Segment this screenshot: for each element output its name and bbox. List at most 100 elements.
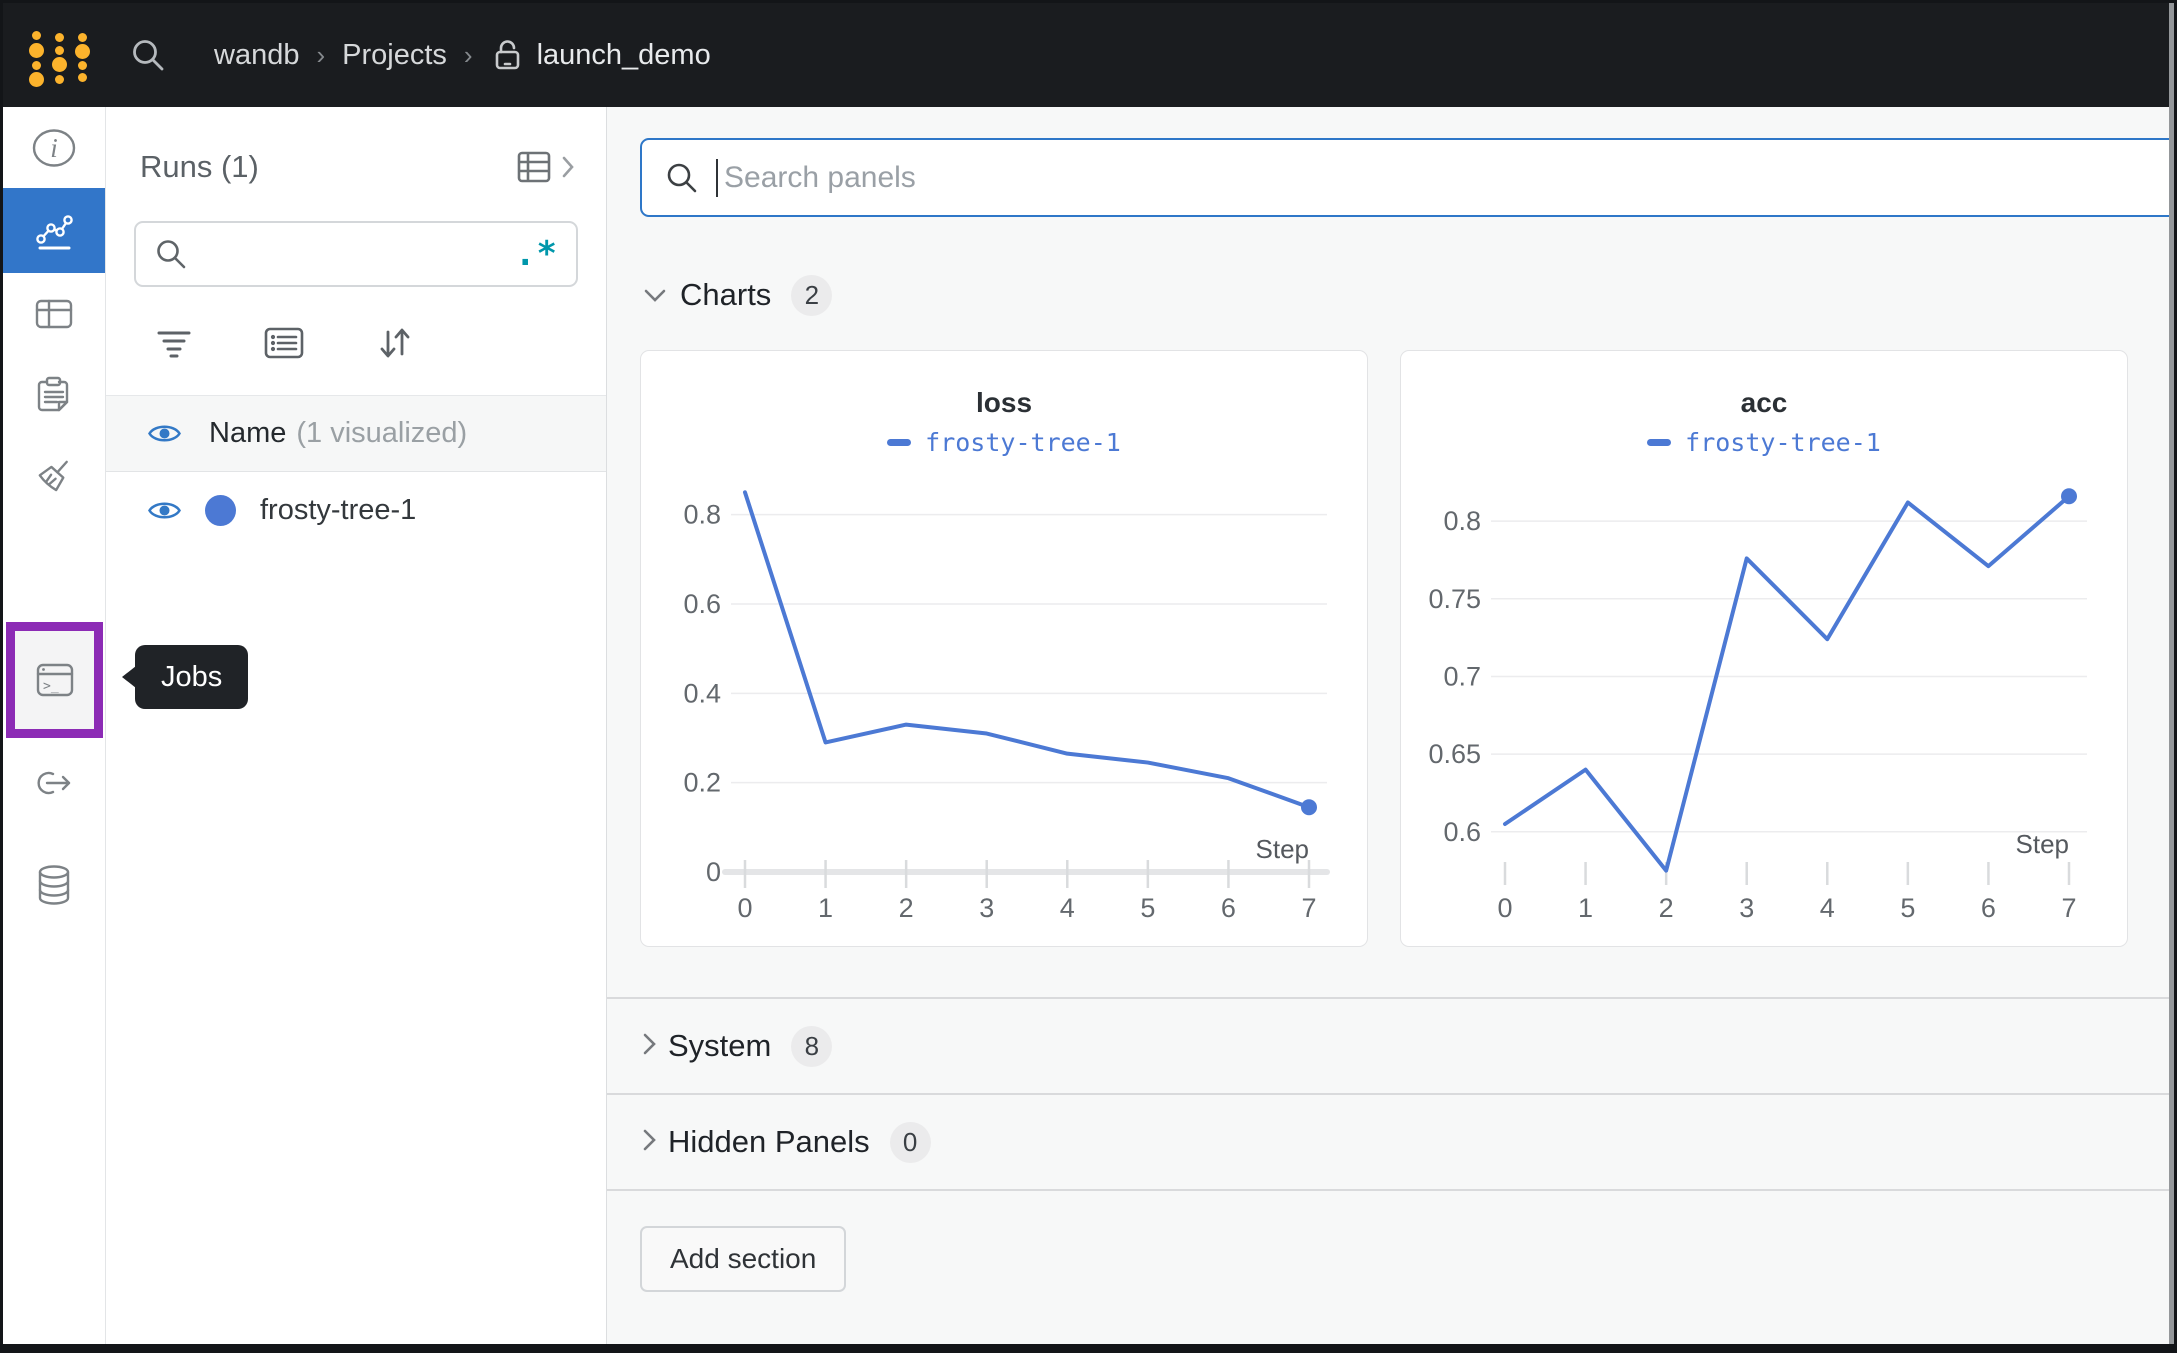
- charts-section-header[interactable]: Charts 2: [640, 273, 2174, 317]
- svg-text:0.2: 0.2: [683, 768, 721, 798]
- breadcrumb-separator: ›: [316, 39, 326, 70]
- database-icon: [38, 865, 70, 905]
- legend-run-name: frosty-tree-1: [1685, 427, 1881, 457]
- svg-text:5: 5: [1900, 893, 1915, 923]
- breadcrumb-separator: ›: [463, 39, 473, 70]
- runs-search-input[interactable]: [200, 238, 516, 270]
- info-icon: i: [32, 128, 76, 167]
- breadcrumb-projects[interactable]: Projects: [342, 38, 447, 71]
- divider: [106, 395, 606, 396]
- vertical-scrollbar[interactable]: [2169, 3, 2174, 1344]
- svg-text:7: 7: [2061, 893, 2076, 923]
- regex-toggle[interactable]: .*: [515, 234, 558, 274]
- table-icon: [35, 299, 73, 328]
- run-color-dot: [205, 494, 236, 526]
- run-name[interactable]: frosty-tree-1: [260, 493, 417, 526]
- svg-text:0.6: 0.6: [1443, 817, 1481, 847]
- svg-text:4: 4: [1820, 893, 1835, 923]
- panel-search-box[interactable]: [640, 138, 2174, 217]
- sidebar-item-artifacts[interactable]: [3, 843, 105, 927]
- svg-text:3: 3: [979, 893, 994, 923]
- search-icon: [667, 163, 697, 192]
- svg-text:0.75: 0.75: [1428, 584, 1481, 614]
- add-section-button[interactable]: Add section: [640, 1226, 847, 1292]
- broom-icon: [38, 460, 68, 491]
- charts-row: loss frosty-tree-1 0 0.2 0.4 0.6 0.8 0 1 2 3 4 5 6 7…: [640, 350, 2174, 947]
- svg-text:2: 2: [1659, 893, 1674, 923]
- sort-button[interactable]: [366, 321, 422, 365]
- svg-text:1: 1: [1578, 893, 1593, 923]
- legend-dash-icon: [1647, 438, 1672, 446]
- svg-text:6: 6: [1221, 893, 1236, 923]
- svg-text:Step: Step: [1256, 834, 1310, 864]
- sidebar-item-sweeps[interactable]: [3, 435, 105, 516]
- breadcrumb-project[interactable]: launch_demo: [536, 38, 711, 71]
- search-icon: [157, 240, 186, 269]
- breadcrumb: wandb › Projects › launch_demo: [214, 37, 711, 73]
- chart-title: loss: [975, 387, 1033, 418]
- panel-search-input[interactable]: [724, 160, 2165, 195]
- system-section-header[interactable]: System 8: [607, 999, 2174, 1095]
- hidden-panels-section-header[interactable]: Hidden Panels 0: [607, 1095, 2174, 1191]
- sidebar-item-jobs[interactable]: >_: [6, 622, 103, 738]
- runs-panel-title: Runs (1): [140, 149, 259, 184]
- svg-text:0.65: 0.65: [1428, 739, 1481, 769]
- chevron-right-icon: [640, 1030, 658, 1063]
- svg-text:3: 3: [1739, 893, 1754, 923]
- jobs-tooltip: Jobs: [121, 645, 249, 709]
- content: i: [3, 107, 2174, 1344]
- filter-button[interactable]: [146, 321, 202, 365]
- sidebar: i: [3, 107, 249, 1344]
- sidebar-item-table[interactable]: [3, 273, 105, 354]
- sidebar-item-logs[interactable]: [3, 354, 105, 435]
- svg-text:0.4: 0.4: [683, 678, 721, 708]
- svg-text:4: 4: [1060, 893, 1075, 923]
- lock-icon: [490, 37, 524, 73]
- svg-text:0: 0: [706, 857, 721, 887]
- legend-run-name: frosty-tree-1: [925, 427, 1121, 457]
- sidebar-item-automations[interactable]: [3, 741, 105, 825]
- runs-column-name: Name: [209, 417, 287, 449]
- svg-text:6: 6: [1981, 893, 1996, 923]
- svg-text:1: 1: [818, 893, 833, 923]
- list-icon: [264, 327, 304, 359]
- columns-button[interactable]: [256, 321, 312, 365]
- eye-icon[interactable]: [146, 420, 183, 447]
- svg-text:0.6: 0.6: [683, 589, 721, 619]
- sidebar-item-workspace[interactable]: [3, 188, 105, 273]
- svg-text:2: 2: [899, 893, 914, 923]
- charts-section-label: Charts: [680, 277, 772, 312]
- run-row[interactable]: frosty-tree-1: [106, 472, 606, 548]
- runs-search-box[interactable]: .*: [134, 221, 578, 287]
- expand-runs-table-button[interactable]: [516, 149, 576, 185]
- filter-icon: [157, 331, 191, 358]
- chart-panel-acc[interactable]: acc frosty-tree-1 0.6 0.65 0.7 0.75 0.8 0 1 2 3 4…: [1400, 350, 2128, 947]
- chart-panel-loss[interactable]: loss frosty-tree-1 0 0.2 0.4 0.6 0.8 0 1 2 3 4 5 6 7…: [640, 350, 1368, 947]
- terminal-icon: >_: [36, 663, 73, 697]
- runs-name-header[interactable]: Name (1 visualized): [106, 396, 606, 472]
- svg-text:7: 7: [1301, 893, 1316, 923]
- workspace-main: Charts 2 loss frosty-tree-1 0 0.2 0.4 0.6 0.…: [607, 107, 2174, 1344]
- runs-visualized-note: (1 visualized): [296, 417, 468, 449]
- system-count-badge: 8: [791, 1025, 833, 1067]
- runs-panel: Runs (1) .*: [106, 107, 607, 1344]
- line-chart-icon: [36, 214, 73, 249]
- global-search-icon[interactable]: [128, 35, 168, 75]
- sidebar-item-overview[interactable]: i: [3, 107, 105, 188]
- svg-text:0.8: 0.8: [683, 500, 721, 530]
- svg-text:>_: >_: [43, 679, 59, 694]
- clipboard-icon: [37, 376, 69, 411]
- svg-text:Step: Step: [2016, 829, 2070, 859]
- text-caret: [716, 158, 718, 197]
- svg-text:5: 5: [1140, 893, 1155, 923]
- chart-legend: frosty-tree-1: [1401, 427, 2127, 457]
- svg-text:i: i: [50, 133, 58, 163]
- charts-count-badge: 2: [791, 274, 833, 316]
- wandb-logo[interactable]: [29, 27, 90, 87]
- hidden-panels-count-badge: 0: [889, 1121, 931, 1163]
- sort-icon: [380, 328, 410, 358]
- chevron-right-icon: [640, 1126, 658, 1159]
- eye-icon[interactable]: [146, 497, 183, 524]
- legend-dash-icon: [887, 438, 912, 446]
- breadcrumb-team[interactable]: wandb: [214, 38, 300, 71]
